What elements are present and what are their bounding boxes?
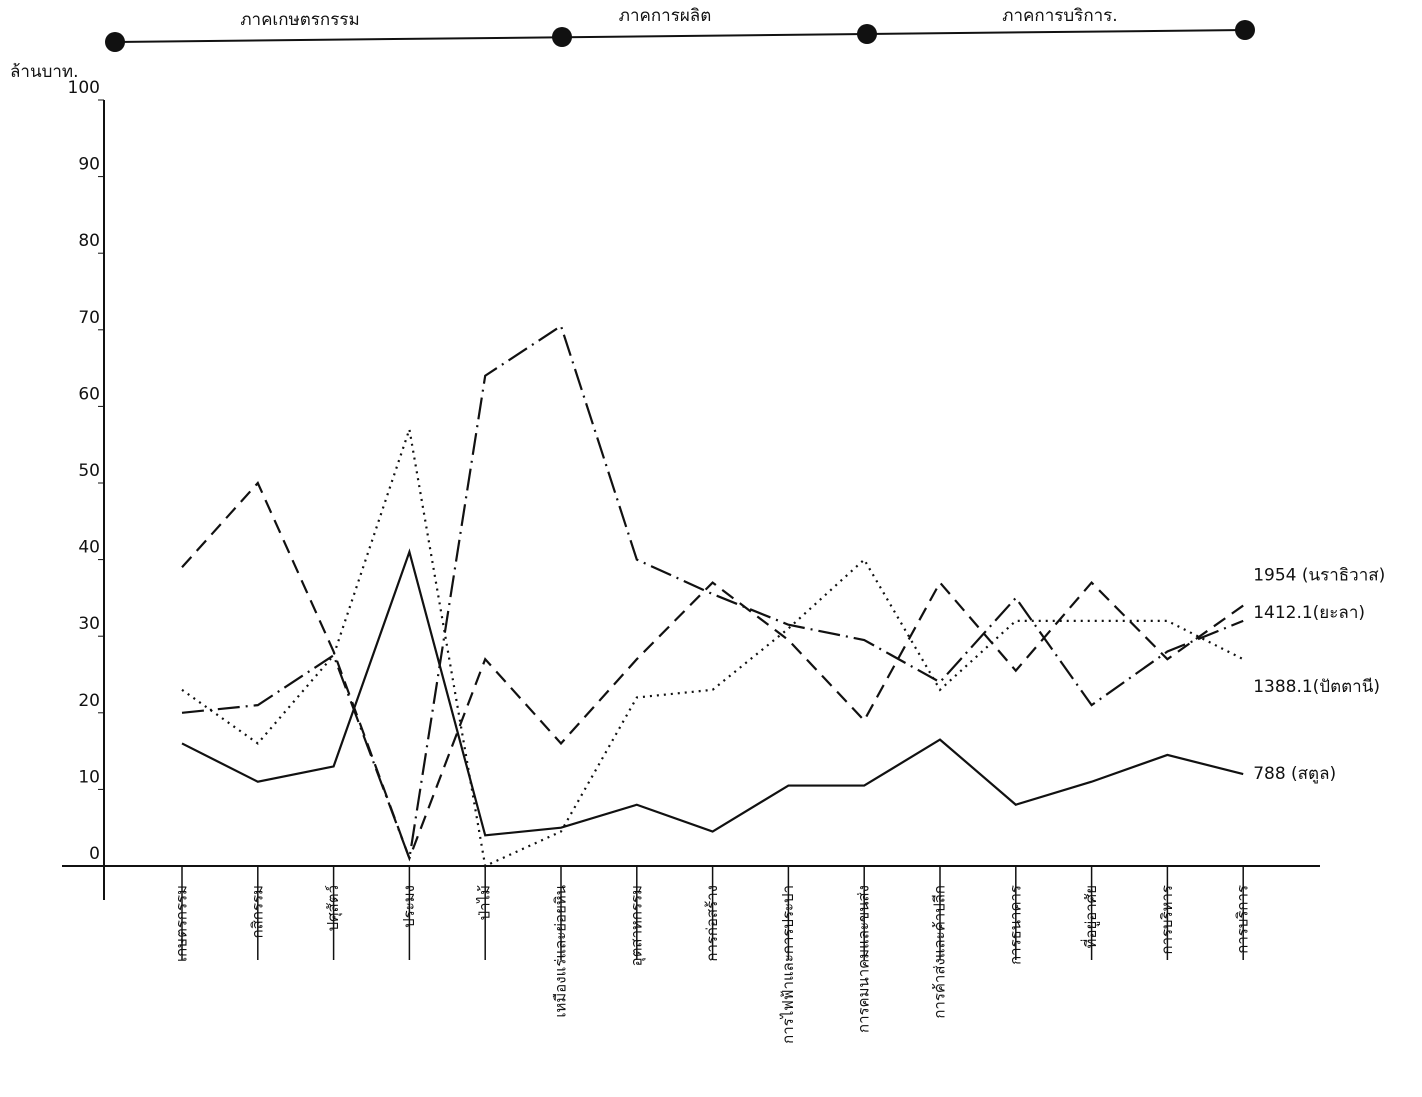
y-tick-label: 40 bbox=[78, 538, 100, 558]
sector-label: ภาคการบริการ. bbox=[1002, 6, 1117, 26]
series-line bbox=[181, 481, 1244, 862]
series-label: 1954 (นราธิวาส) bbox=[1253, 566, 1385, 586]
x-tick-label: การค้าส่งและค้าปลีก bbox=[931, 885, 949, 1019]
y-axis-label: ล้านบาท. bbox=[10, 62, 79, 82]
y-tick-label: 20 bbox=[78, 691, 100, 711]
x-tick-label: เกษตรกรรม bbox=[173, 885, 191, 962]
y-tick-label: 60 bbox=[78, 384, 100, 404]
x-tick-label: ประมง bbox=[400, 885, 418, 928]
sector-dot bbox=[857, 24, 877, 44]
series-line bbox=[181, 324, 1244, 863]
x-tick-label: การคมนาคมและขนส่ง bbox=[855, 885, 873, 1033]
x-tick-label: การไฟฟ้าและการประปา bbox=[779, 885, 797, 1044]
x-tick-label: ปศุสัตว์ bbox=[324, 885, 343, 931]
x-tick-label: กสิกรรม bbox=[248, 885, 266, 938]
series-label: 1388.1(ปัตตานี) bbox=[1253, 677, 1380, 697]
series-label: 1412.1(ยะลา) bbox=[1253, 603, 1365, 623]
y-tick-label: 10 bbox=[78, 767, 100, 787]
y-tick-label: 80 bbox=[78, 231, 100, 251]
y-tick-label: 50 bbox=[78, 461, 100, 481]
series-line bbox=[181, 429, 1244, 868]
sector-dot bbox=[105, 32, 125, 52]
sector-label: ภาคเกษตรกรรม bbox=[240, 10, 359, 30]
series-line bbox=[181, 548, 1244, 837]
y-tick-label: 90 bbox=[78, 155, 100, 175]
x-tick-label: การบริหาร bbox=[1158, 885, 1176, 955]
y-tick-label: 30 bbox=[78, 614, 100, 634]
x-tick-label: ป่าไม้ bbox=[476, 885, 494, 920]
x-tick-label: ที่อยู่อาศัย bbox=[1080, 885, 1100, 948]
x-tick-label: การบริการ bbox=[1234, 885, 1252, 954]
y-tick-label: 70 bbox=[78, 308, 100, 328]
x-tick-label: การก่อสร้าง bbox=[703, 885, 721, 962]
sector-line bbox=[114, 29, 1246, 43]
sector-dot bbox=[1235, 20, 1255, 40]
y-tick-label: 0 bbox=[89, 844, 100, 864]
y-tick-label: 100 bbox=[68, 78, 100, 98]
sector-label: ภาคการผลิต bbox=[619, 6, 712, 26]
series-label: 788 (สตูล) bbox=[1253, 764, 1336, 784]
sector-dot bbox=[552, 27, 572, 47]
x-tick-label: อุตสาหกรรม bbox=[627, 885, 646, 966]
x-tick-label: การธนาคาร bbox=[1006, 885, 1024, 965]
x-tick-label: เหมืองแร่และย่อยหิน bbox=[552, 885, 570, 1018]
